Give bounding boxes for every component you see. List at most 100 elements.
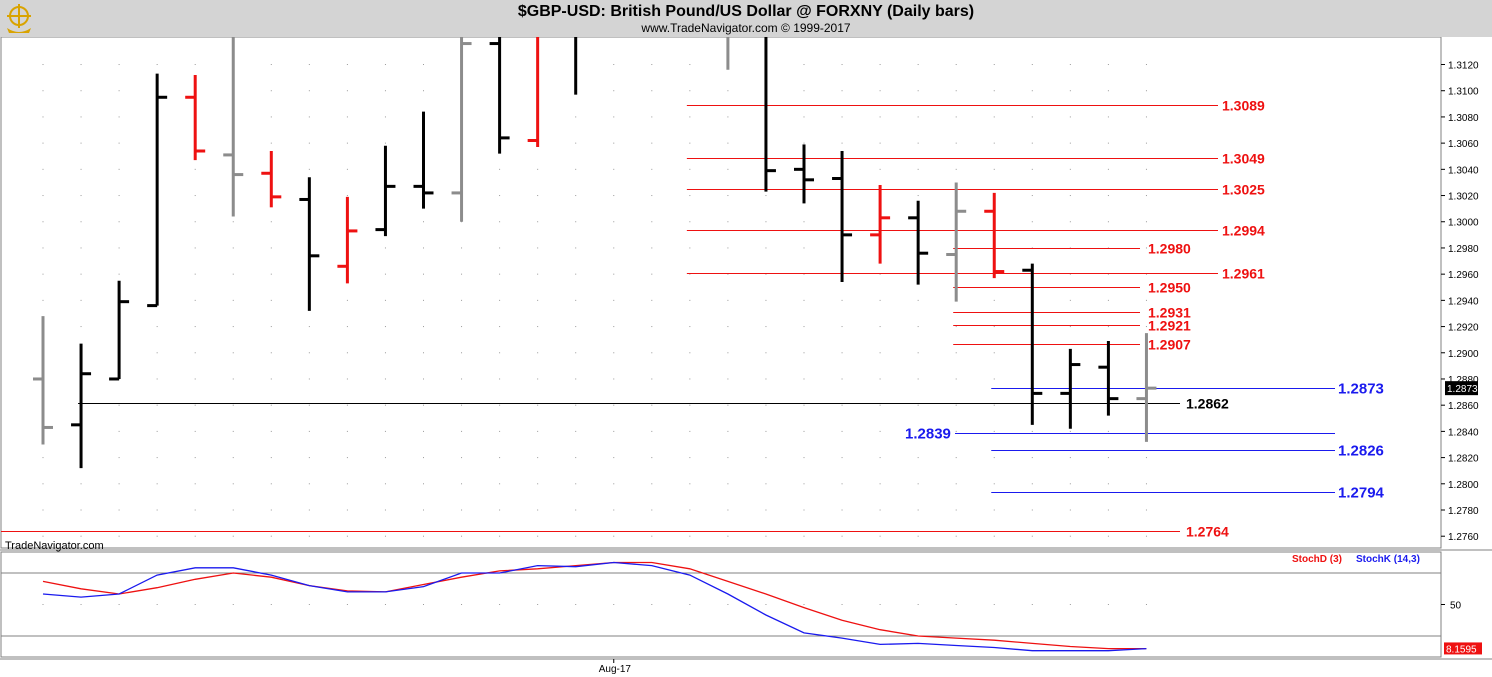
grid-dot [346,299,348,301]
level-label: 1.2921 [1148,318,1191,334]
grid-dot [575,404,577,406]
grid-dot [42,195,44,197]
grid-dot [346,378,348,380]
grid-dot [156,352,158,354]
grid-dot [765,221,767,223]
grid-dot [42,535,44,537]
grid-dot [537,168,539,170]
grid-dot [727,604,729,605]
grid-dot [917,195,919,197]
grid-dot [194,483,196,485]
grid-dot [423,247,424,249]
grid-dot [689,299,691,301]
grid-dot [651,535,653,537]
grid-dot [80,195,82,197]
grid-dot [993,535,995,537]
grid-dot [993,483,995,485]
grid-dot [423,221,424,223]
grid-dot [80,326,82,328]
level-label: 1.2950 [1148,280,1191,296]
ohlc-bar [908,200,929,285]
grid-dot [993,457,995,459]
grid-dot [803,352,805,354]
grid-dot [1031,64,1033,66]
grid-dot [80,168,82,170]
grid-dot [232,247,234,249]
grid-dot [194,247,196,249]
grid-dot [575,535,577,537]
grid-dot [917,64,919,66]
stochd-legend: StochD (3) [1292,554,1342,565]
grid-dot [689,430,691,432]
grid-dot [118,247,120,249]
grid-dot [308,430,310,432]
grid-dot [727,352,729,354]
grid-dot [80,509,82,511]
grid-dot [1069,247,1071,249]
grid-dot [1069,195,1071,197]
grid-dot [537,483,539,485]
last-price-label: 1.2873 [1447,384,1478,395]
ohlc-bar [832,150,853,283]
grid-dot [384,352,386,354]
grid-dot [270,221,272,223]
grid-dot [194,352,196,354]
y-tick-label: 1.3120 [1448,61,1479,72]
grid-dot [1107,195,1109,197]
grid-dot [80,604,82,605]
grid-dot [955,535,957,537]
grid-dot [384,326,386,328]
y-tick-label: 1.2900 [1448,349,1479,360]
grid-dot [689,247,691,249]
grid-dot [423,404,424,406]
grid-dot [537,273,539,275]
grid-dot [423,509,424,511]
grid-dot [1107,326,1109,328]
grid-dot [1031,247,1033,249]
grid-dot [499,195,501,197]
grid-dot [689,378,691,380]
grid-dot [194,64,196,66]
grid-dot [308,378,310,380]
grid-dot [156,378,158,380]
grid-dot [461,535,463,537]
level-label: 1.3049 [1222,151,1265,167]
grid-dot [993,168,995,170]
grid-dot [879,509,881,511]
grid-dot [727,483,729,485]
date-tick-label: Aug-17 [599,664,632,675]
grid-dot [232,604,234,605]
grid-dot [384,64,386,66]
ohlc-bar [375,145,396,237]
grid-dot [575,483,577,485]
grid-dot [613,378,615,380]
grid-dot [118,90,120,92]
grid-dot [803,430,805,432]
grid-dot [575,142,577,144]
grid-dot [1069,604,1071,605]
grid-dot [841,299,843,301]
grid-dot [879,90,881,92]
grid-dot [499,509,501,511]
grid-dot [384,430,386,432]
grid-dot [841,90,843,92]
stochk-legend: StochK (14,3) [1356,554,1420,565]
grid-dot [1145,604,1147,605]
y-tick-label: 1.3060 [1448,139,1479,150]
grid-dot [689,195,691,197]
grid-dot [1069,430,1071,432]
ohlc-bar [109,280,130,381]
grid-dot [232,457,234,459]
grid-dot [689,404,691,406]
grid-dot [727,247,729,249]
grid-dot [346,352,348,354]
grid-dot [80,90,82,92]
grid-dot [232,535,234,537]
grid-dot [689,483,691,485]
ohlc-bar [1098,340,1119,416]
grid-dot [689,604,691,605]
grid-dot [346,90,348,92]
grid-dot [651,457,653,459]
grid-dot [232,326,234,328]
ohlc-bar [413,111,434,209]
